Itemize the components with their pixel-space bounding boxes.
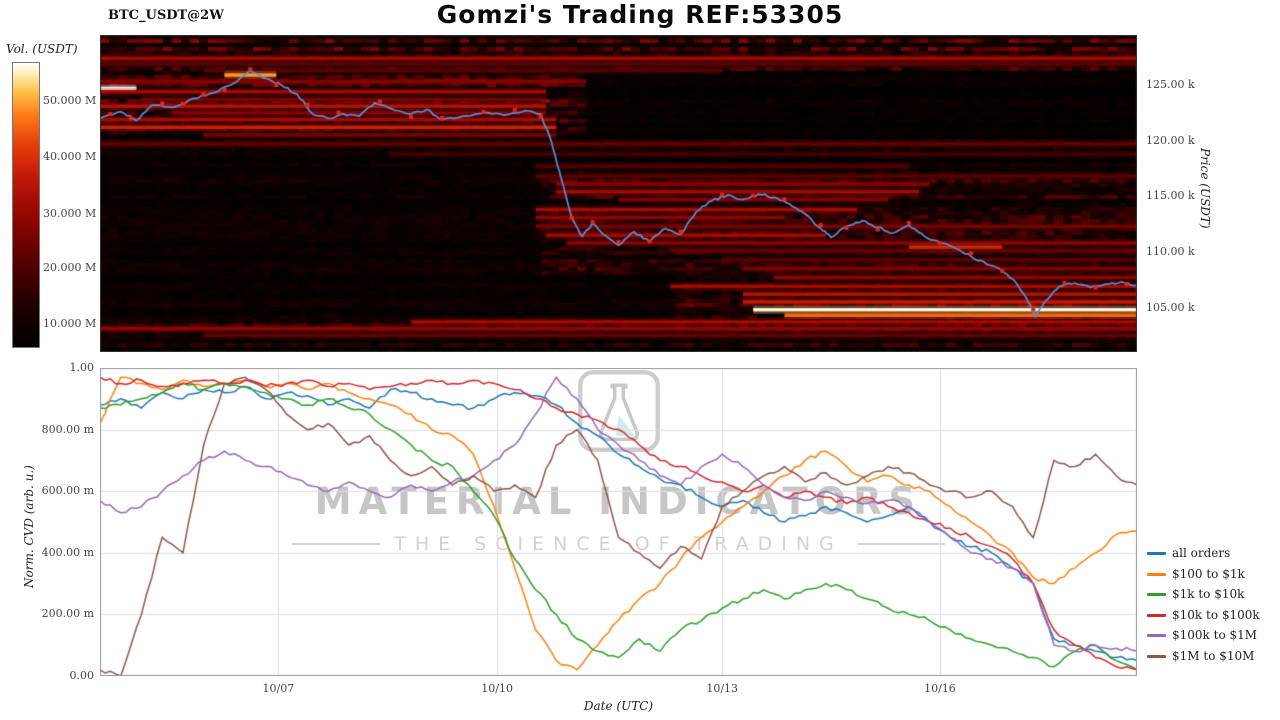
cvd-ytick: 1.00 bbox=[69, 361, 95, 374]
volume-colorbar bbox=[12, 62, 40, 348]
price-tick: 110.00 k bbox=[1146, 244, 1195, 258]
legend-swatch bbox=[1147, 572, 1166, 576]
legend-item: $100k to $1M bbox=[1147, 629, 1260, 642]
price-tick: 120.00 k bbox=[1146, 133, 1195, 147]
legend-label: $100k to $1M bbox=[1172, 628, 1258, 642]
cvd-ytick: 200.00 m bbox=[41, 607, 94, 621]
heatmap-plot-area bbox=[100, 35, 1137, 352]
instrument-label: BTC_USDT@2W bbox=[108, 8, 224, 23]
cvd-ytick: 600.00 m bbox=[41, 484, 94, 498]
colorbar-tick: 30.000 M bbox=[43, 206, 97, 220]
legend-item: $1k to $10k bbox=[1147, 588, 1260, 601]
colorbar-axis-label: Vol. (USDT) bbox=[6, 42, 78, 56]
legend-label: all orders bbox=[1172, 546, 1231, 560]
legend-label: $1M to $10M bbox=[1172, 648, 1255, 663]
cvd-ytick: 800.00 m bbox=[41, 422, 94, 436]
price-tick: 105.00 k bbox=[1146, 300, 1195, 314]
page-title: Gomzi's Trading REF:53305 bbox=[436, 0, 844, 29]
legend: all orders $100 to $1k $1k to $10k $10k to … bbox=[1147, 547, 1260, 670]
legend-item: $10k to $100k bbox=[1147, 607, 1260, 622]
cvd-axis-label: Norm. CVD (arb. u.) bbox=[22, 465, 36, 588]
price-tick: 125.00 k bbox=[1146, 78, 1195, 92]
date-axis-label: Date (UTC) bbox=[583, 699, 654, 713]
date-xtick: 10/16 bbox=[924, 682, 956, 695]
price-axis-label: Price (USDT) bbox=[1198, 148, 1212, 229]
cvd-plot-area bbox=[100, 368, 1137, 676]
colorbar-tick: 40.000 M bbox=[43, 150, 97, 164]
legend-item: all orders bbox=[1147, 547, 1260, 560]
cvd-ytick: 0.00 bbox=[69, 669, 95, 682]
legend-label: $1k to $10k bbox=[1172, 587, 1245, 601]
legend-swatch bbox=[1147, 613, 1166, 617]
legend-label: $100 to $1k bbox=[1172, 566, 1245, 581]
date-xtick: 10/07 bbox=[262, 682, 295, 695]
legend-swatch bbox=[1147, 654, 1166, 658]
legend-swatch bbox=[1147, 634, 1166, 637]
date-xtick: 10/10 bbox=[481, 682, 513, 695]
colorbar-tick: 20.000 M bbox=[43, 261, 97, 275]
legend-swatch bbox=[1147, 593, 1166, 596]
legend-label: $10k to $100k bbox=[1172, 607, 1260, 622]
price-tick: 115.00 k bbox=[1146, 189, 1195, 203]
legend-item: $100 to $1k bbox=[1147, 566, 1260, 581]
legend-item: $1M to $10M bbox=[1147, 648, 1260, 663]
date-xtick: 10/13 bbox=[706, 682, 739, 695]
cvd-ytick: 400.00 m bbox=[41, 545, 94, 559]
legend-swatch bbox=[1147, 552, 1166, 555]
colorbar-tick: 10.000 M bbox=[43, 317, 97, 331]
colorbar-tick: 50.000 M bbox=[43, 93, 97, 107]
